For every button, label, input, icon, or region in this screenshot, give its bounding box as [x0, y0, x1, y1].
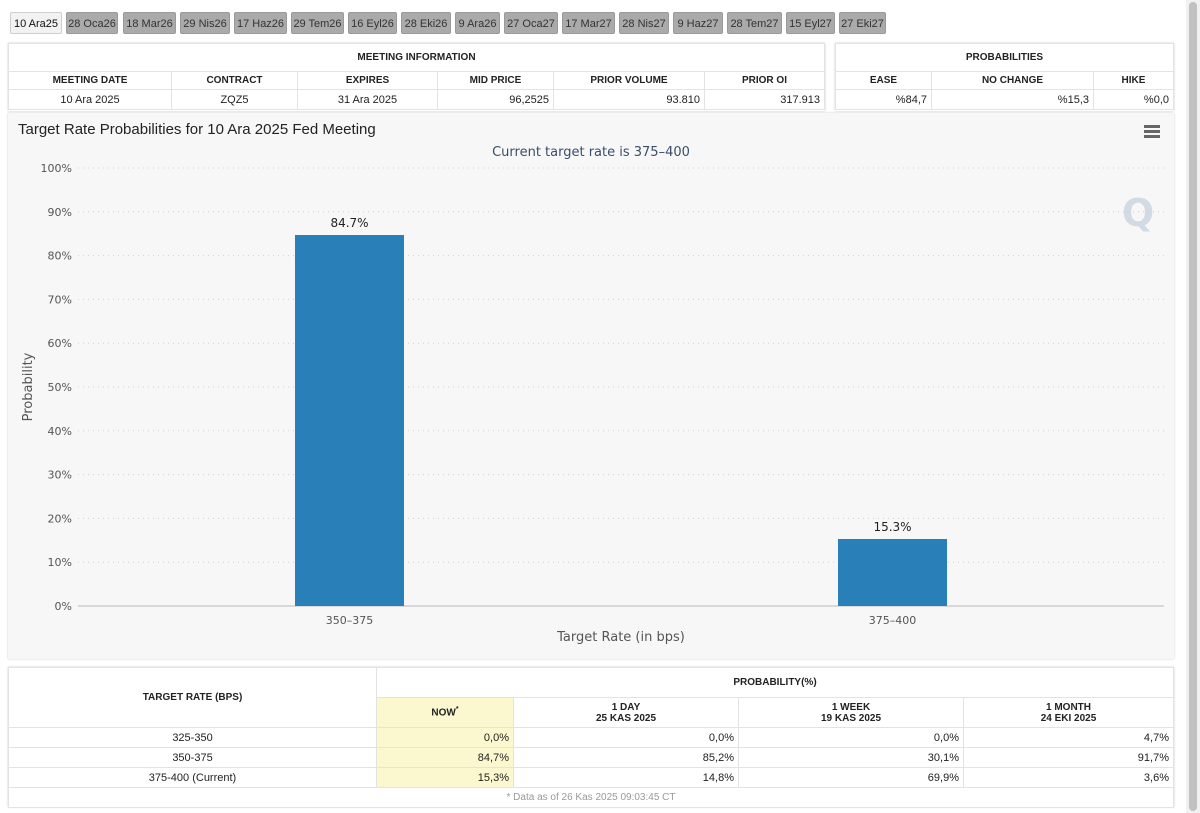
y-tick-label: 60% — [48, 337, 72, 350]
one-week-label: 1 WEEK — [831, 701, 871, 713]
tab-29-nis26[interactable]: 29 Nis26 — [180, 12, 230, 34]
target-rate-header: TARGET RATE (BPS) — [8, 667, 377, 728]
now-cell: 0,0% — [376, 727, 514, 748]
hike-value: %0,0 — [1093, 89, 1174, 110]
data-label: 84.7% — [330, 216, 368, 230]
one-day-date: 25 KAS 2025 — [595, 712, 657, 724]
one-week-date: 19 KAS 2025 — [820, 712, 882, 724]
ease-value: %84,7 — [835, 89, 932, 110]
data-label: 15.3% — [873, 520, 911, 534]
tab-27-eki27[interactable]: 27 Eki27 — [839, 12, 886, 34]
scrollbar-thumb[interactable] — [1189, 2, 1197, 811]
x-tick-label: 375–400 — [869, 614, 917, 627]
mid-price-header: MID PRICE — [437, 71, 554, 90]
tab-16-eyl26[interactable]: 16 Eyl26 — [348, 12, 397, 34]
one-week-cell: 0,0% — [738, 727, 964, 748]
data-timestamp-footnote: * Data as of 26 Kas 2025 09:03:45 CT — [8, 787, 1174, 808]
y-tick-label: 80% — [48, 250, 72, 263]
tab-15-eyl27[interactable]: 15 Eyl27 — [786, 12, 835, 34]
meeting-info-title: MEETING INFORMATION — [8, 43, 825, 72]
tab-28-eki26[interactable]: 28 Eki26 — [401, 12, 451, 34]
tab-28-nis27[interactable]: 28 Nis27 — [619, 12, 669, 34]
tab-9-haz27[interactable]: 9 Haz27 — [673, 12, 723, 34]
probabilities-panel: PROBABILITIES EASE NO CHANGE HIKE %84,7 … — [835, 43, 1174, 111]
prior-oi-value: 317.913 — [704, 89, 825, 110]
rate-cell: 375-400 (Current) — [8, 767, 377, 788]
prior-volume-value: 93.810 — [553, 89, 705, 110]
y-tick-label: 50% — [48, 381, 72, 394]
one-day-header: 1 DAY 25 KAS 2025 — [513, 697, 739, 728]
one-day-cell: 85,2% — [513, 747, 739, 768]
hike-header: HIKE — [1093, 71, 1174, 90]
one-month-date: 24 EKI 2025 — [1040, 712, 1097, 724]
one-month-cell: 4,7% — [963, 727, 1174, 748]
watermark-logo: Q — [1122, 191, 1154, 235]
y-tick-label: 40% — [48, 425, 72, 438]
contract-value: ZQZ5 — [171, 89, 298, 110]
now-cell: 84,7% — [376, 747, 514, 768]
one-day-label: 1 DAY — [611, 701, 641, 713]
x-axis-title: Target Rate (in bps) — [556, 630, 685, 645]
table-row: 350-375 84,7% 85,2% 30,1% 91,7% — [8, 747, 1174, 768]
y-tick-label: 30% — [48, 469, 72, 482]
y-tick-label: 0% — [55, 600, 72, 613]
tab-18-mar26[interactable]: 18 Mar26 — [123, 12, 176, 34]
probability-chart: Current target rate is 375–400 Q 0% 10% 20% 3… — [21, 145, 1164, 645]
tab-9-ara26[interactable]: 9 Ara26 — [455, 12, 500, 34]
tab-28-tem27[interactable]: 28 Tem27 — [727, 12, 782, 34]
y-tick-label: 90% — [48, 206, 72, 219]
vertical-scrollbar[interactable] — [1186, 0, 1200, 813]
expires-header: EXPIRES — [297, 71, 438, 90]
one-week-header: 1 WEEK 19 KAS 2025 — [738, 697, 964, 728]
no-change-header: NO CHANGE — [931, 71, 1094, 90]
contract-header: CONTRACT — [171, 71, 298, 90]
table-row: 325-350 0,0% 0,0% 0,0% 4,7% — [8, 727, 1174, 748]
probability-header: PROBABILITY(%) — [376, 667, 1174, 698]
tab-28-oca26[interactable]: 28 Oca26 — [66, 12, 118, 34]
one-day-cell: 0,0% — [513, 727, 739, 748]
one-month-label: 1 MONTH — [1046, 701, 1091, 713]
now-asterisk: * — [455, 706, 459, 714]
one-month-cell: 91,7% — [963, 747, 1174, 768]
now-cell: 15,3% — [376, 767, 514, 788]
one-month-cell: 3,6% — [963, 767, 1174, 788]
y-axis-title: Probability — [21, 352, 36, 421]
one-week-cell: 69,9% — [738, 767, 964, 788]
bar — [838, 538, 947, 606]
one-month-header: 1 MONTH 24 EKI 2025 — [963, 697, 1174, 728]
tab-10-ara25[interactable]: 10 Ara25 — [10, 12, 62, 34]
y-tick-label: 20% — [48, 512, 72, 525]
meeting-information-panel: MEETING INFORMATION MEETING DATE CONTRAC… — [8, 43, 825, 111]
y-tick-label: 70% — [48, 293, 72, 306]
x-tick-label: 350–375 — [326, 614, 374, 627]
one-week-cell: 30,1% — [738, 747, 964, 768]
rate-cell: 325-350 — [8, 727, 377, 748]
tab-17-mar27[interactable]: 17 Mar27 — [562, 12, 615, 34]
bar — [295, 235, 404, 606]
now-label: NOW — [431, 707, 456, 719]
rate-cell: 350-375 — [8, 747, 377, 768]
probability-history-panel: TARGET RATE (BPS) PROBABILITY(%) NOW* 1 … — [8, 667, 1174, 808]
expires-value: 31 Ara 2025 — [297, 89, 438, 110]
tab-17-haz26[interactable]: 17 Haz26 — [234, 12, 287, 34]
mid-price-value: 96,2525 — [437, 89, 554, 110]
probabilities-title: PROBABILITIES — [835, 43, 1174, 72]
chart-panel: Current target rate is 375–400 Q 0% 10% 20% 3… — [8, 113, 1174, 659]
chart-subtitle: Current target rate is 375–400 — [492, 145, 690, 160]
chart-menu-icon[interactable] — [1144, 125, 1160, 138]
chart-title: Target Rate Probabilities for 10 Ara 202… — [18, 121, 376, 138]
y-tick-label: 100% — [41, 162, 72, 175]
y-tick-label: 10% — [48, 556, 72, 569]
prior-oi-header: PRIOR OI — [704, 71, 825, 90]
one-day-cell: 14,8% — [513, 767, 739, 788]
prior-volume-header: PRIOR VOLUME — [553, 71, 705, 90]
table-row: 375-400 (Current) 15,3% 14,8% 69,9% 3,6% — [8, 767, 1174, 788]
tab-27-oca27[interactable]: 27 Oca27 — [504, 12, 558, 34]
tab-29-tem26[interactable]: 29 Tem26 — [291, 12, 344, 34]
now-header: NOW* — [376, 697, 514, 728]
meeting-date-value: 10 Ara 2025 — [8, 89, 172, 110]
meeting-date-header: MEETING DATE — [8, 71, 172, 90]
no-change-value: %15,3 — [931, 89, 1094, 110]
ease-header: EASE — [835, 71, 932, 90]
